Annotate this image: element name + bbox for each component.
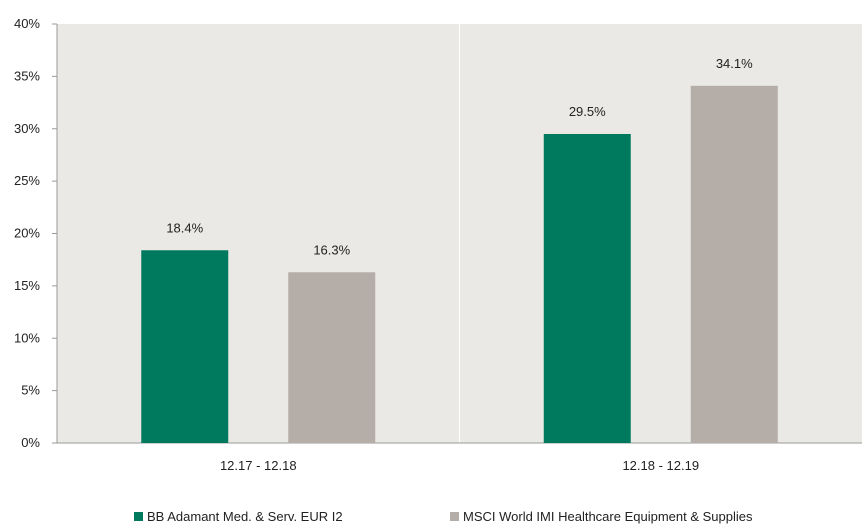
x-tick-label: 12.17 - 12.18: [220, 458, 297, 473]
legend-label-fund: BB Adamant Med. & Serv. EUR I2: [147, 509, 343, 524]
plot-area: 0% 5% 10% 15% 20% 25% 30% 35% 40% 18.4% 16.3% 12.17…: [14, 16, 862, 473]
bar: [690, 85, 778, 444]
y-tick-label: 35%: [14, 68, 40, 83]
y-tick-label: 15%: [14, 278, 40, 293]
bar: [543, 133, 631, 444]
y-tick-label: 40%: [14, 16, 40, 31]
legend-swatch-benchmark: [450, 512, 459, 521]
legend-label-benchmark: MSCI World IMI Healthcare Equipment & Su…: [463, 509, 753, 524]
bar: [141, 250, 229, 443]
y-tick-label: 20%: [14, 226, 40, 241]
y-tick-label: 30%: [14, 121, 40, 136]
bar: [288, 272, 376, 443]
legend-item-fund: BB Adamant Med. & Serv. EUR I2: [134, 509, 343, 524]
data-label: 29.5%: [569, 104, 606, 119]
data-label: 16.3%: [313, 242, 350, 257]
y-tick-label: 0%: [21, 435, 40, 450]
data-label: 34.1%: [716, 56, 753, 71]
y-tick-label: 25%: [14, 173, 40, 188]
legend-swatch-fund: [134, 512, 143, 521]
y-tick-label: 5%: [21, 383, 40, 398]
legend: BB Adamant Med. & Serv. EUR I2 MSCI Worl…: [0, 509, 862, 525]
y-tick-label: 10%: [14, 330, 40, 345]
legend-item-benchmark: MSCI World IMI Healthcare Equipment & Su…: [450, 509, 753, 524]
data-label: 18.4%: [166, 220, 203, 235]
x-tick-label: 12.18 - 12.19: [622, 458, 699, 473]
